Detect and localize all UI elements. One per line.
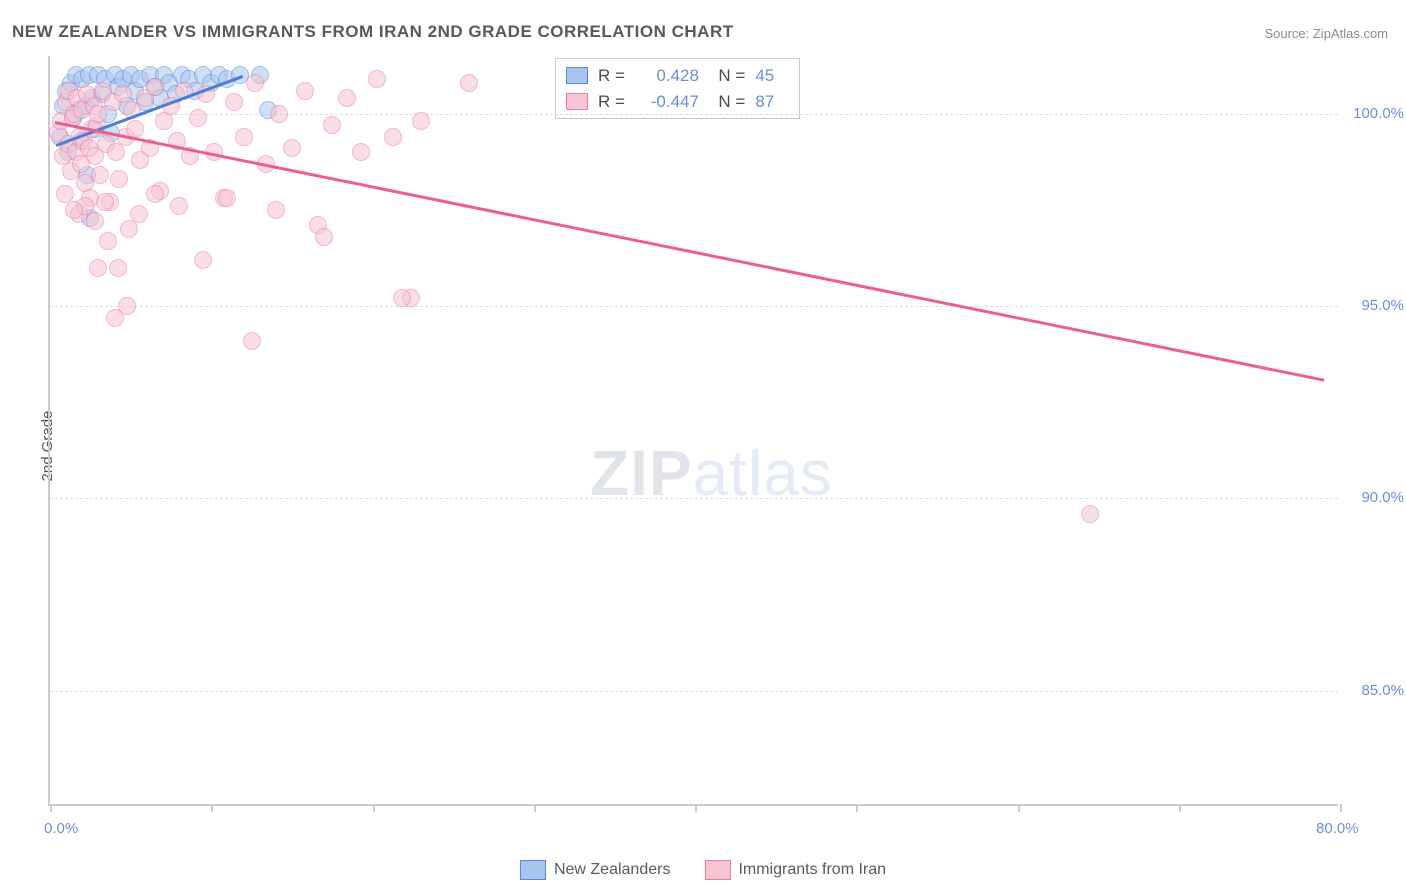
gridline-horizontal bbox=[50, 306, 1338, 307]
stats-row: R = 0.428 N = 45 bbox=[566, 63, 789, 89]
x-tick-label-min: 0.0% bbox=[44, 820, 78, 837]
scatter-point bbox=[315, 228, 333, 246]
x-tick-mark bbox=[50, 804, 52, 812]
x-tick-mark bbox=[695, 804, 697, 812]
stats-row: R = -0.447 N = 87 bbox=[566, 89, 789, 115]
y-tick-label: 95.0% bbox=[1344, 297, 1404, 314]
x-tick-label-max: 80.0% bbox=[1316, 820, 1359, 837]
scatter-point bbox=[1081, 505, 1099, 523]
scatter-point bbox=[323, 116, 341, 134]
gridline-horizontal bbox=[50, 691, 1338, 692]
scatter-point bbox=[170, 197, 188, 215]
x-tick-mark bbox=[373, 804, 375, 812]
scatter-point bbox=[91, 166, 109, 184]
scatter-point bbox=[225, 93, 243, 111]
scatter-point bbox=[106, 309, 124, 327]
stat-n-label: N = bbox=[709, 63, 745, 89]
scatter-point bbox=[368, 70, 386, 88]
scatter-point bbox=[243, 332, 261, 350]
scatter-point bbox=[189, 109, 207, 127]
scatter-point bbox=[146, 185, 164, 203]
scatter-plot-area: R =0.428 N =45R =-0.447 N =87 ZIPatlas bbox=[48, 56, 1338, 806]
scatter-point bbox=[338, 89, 356, 107]
series-swatch bbox=[566, 93, 588, 110]
chart-legend: New Zealanders Immigrants from Iran bbox=[520, 860, 886, 880]
legend-swatch bbox=[704, 860, 730, 880]
scatter-point bbox=[412, 112, 430, 130]
scatter-point bbox=[393, 289, 411, 307]
scatter-point bbox=[283, 139, 301, 157]
scatter-point bbox=[384, 128, 402, 146]
scatter-point bbox=[120, 220, 138, 238]
scatter-point bbox=[107, 143, 125, 161]
legend-item: Immigrants from Iran bbox=[704, 860, 886, 880]
x-tick-mark bbox=[856, 804, 858, 812]
scatter-point bbox=[194, 251, 212, 269]
scatter-point bbox=[460, 74, 478, 92]
x-tick-mark bbox=[534, 804, 536, 812]
chart-title: NEW ZEALANDER VS IMMIGRANTS FROM IRAN 2N… bbox=[12, 22, 734, 42]
scatter-point bbox=[246, 74, 264, 92]
source-attribution: Source: ZipAtlas.com bbox=[1264, 26, 1388, 41]
stat-n-value: 45 bbox=[755, 63, 789, 89]
scatter-point bbox=[267, 201, 285, 219]
scatter-point bbox=[130, 205, 148, 223]
scatter-point bbox=[96, 193, 114, 211]
scatter-point bbox=[270, 105, 288, 123]
series-swatch bbox=[566, 67, 588, 84]
scatter-point bbox=[235, 128, 253, 146]
scatter-point bbox=[155, 112, 173, 130]
scatter-point bbox=[146, 78, 164, 96]
stat-r-label: R = bbox=[598, 63, 625, 89]
scatter-point bbox=[296, 82, 314, 100]
scatter-point bbox=[110, 170, 128, 188]
y-tick-label: 90.0% bbox=[1344, 489, 1404, 506]
y-tick-label: 85.0% bbox=[1344, 682, 1404, 699]
y-tick-label: 100.0% bbox=[1344, 105, 1404, 122]
stat-n-label: N = bbox=[709, 89, 745, 115]
stat-r-value: -0.447 bbox=[635, 89, 699, 115]
scatter-point bbox=[86, 212, 104, 230]
scatter-point bbox=[89, 259, 107, 277]
scatter-point bbox=[109, 259, 127, 277]
gridline-horizontal bbox=[50, 114, 1338, 115]
x-tick-mark bbox=[211, 804, 213, 812]
correlation-stats-box: R = 0.428 N = 45 R = -0.447 N = 87 bbox=[555, 58, 800, 119]
legend-label: Immigrants from Iran bbox=[738, 861, 886, 879]
stat-n-value: 87 bbox=[755, 89, 789, 115]
stat-r-value: 0.428 bbox=[635, 63, 699, 89]
legend-swatch bbox=[520, 860, 546, 880]
legend-label: New Zealanders bbox=[554, 861, 671, 879]
scatter-point bbox=[218, 189, 236, 207]
x-tick-mark bbox=[1340, 804, 1342, 812]
legend-item: New Zealanders bbox=[520, 860, 671, 880]
x-tick-mark bbox=[1018, 804, 1020, 812]
scatter-point bbox=[352, 143, 370, 161]
stat-r-label: R = bbox=[598, 89, 625, 115]
x-tick-mark bbox=[1179, 804, 1181, 812]
scatter-point bbox=[99, 232, 117, 250]
gridline-horizontal bbox=[50, 498, 1338, 499]
scatter-point bbox=[65, 201, 83, 219]
